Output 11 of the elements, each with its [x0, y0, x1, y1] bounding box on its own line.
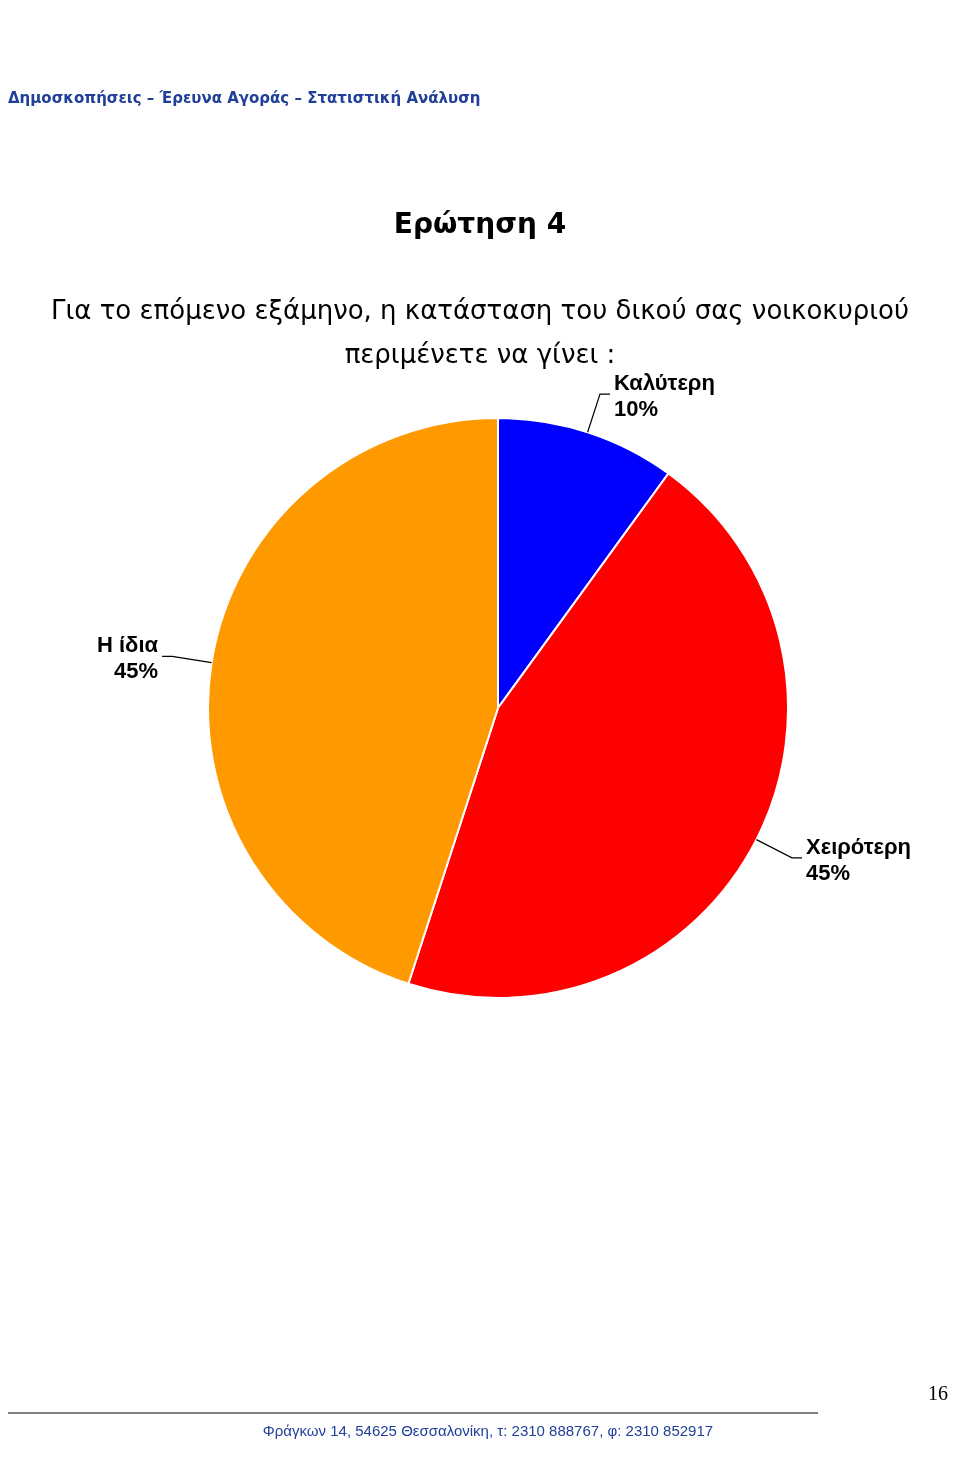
data-label: 45% — [806, 859, 851, 885]
text: Δημοσκοπήσεις – Έρευνα Αγοράς – Στατιστική Ανάλυση — [8, 89, 481, 107]
slice-label: Χειρότερη — [806, 833, 912, 859]
chart-title: Ερώτηση 4 — [393, 207, 567, 240]
data-label: 45% — [114, 658, 159, 684]
chart-subtitle: Για το επόμενο εξάμηνο, η κατάσταση του δικού σας νοικοκυριού περιμένετε να γίνει : — [51, 295, 909, 369]
text: Φράγκων 14, 54625 Θεσσαλονίκη, τ: 2310 888767, φ: 2310 852917 — [262, 1422, 714, 1439]
data-label: 10% — [613, 396, 659, 422]
text: 16 — [928, 1382, 948, 1404]
slice-label: Η ίδια — [96, 632, 159, 658]
slice-label: Καλύτερη — [613, 370, 715, 396]
